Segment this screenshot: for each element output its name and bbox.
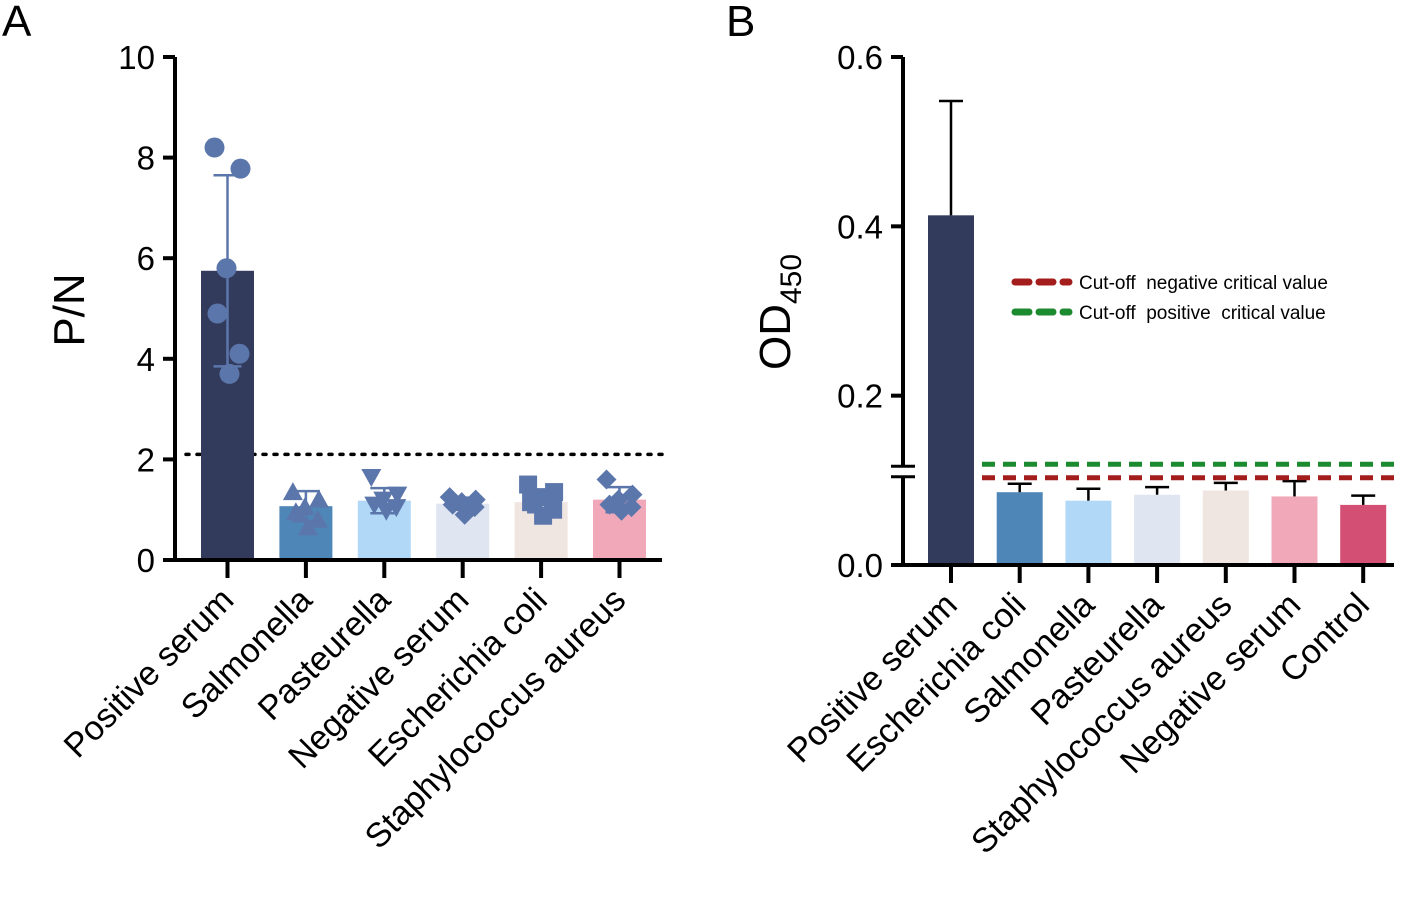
panel-a-point-pasteurella-5 (376, 502, 397, 521)
panel-b-x-axis (903, 563, 1394, 583)
panel-b-legend-label-1: Cut-off positive critical value (1079, 303, 1326, 324)
panel-a-point-positive-serum-4 (229, 343, 250, 364)
panel-a-y-axis-title: P/N (45, 273, 94, 346)
panel-b-bar-escherichia-coli (996, 492, 1043, 565)
panel-b-bar-control (1340, 504, 1387, 565)
panel-a-point-positive-serum-2 (216, 258, 237, 279)
panel-a-point-positive-serum-3 (207, 303, 228, 324)
panel-b-error-bars (939, 99, 1376, 505)
panel-a-y-tick-label-0: 0 (137, 542, 155, 579)
panel-b-label: B (726, 0, 755, 46)
panel-b-bar-salmonella (1065, 500, 1112, 565)
panel-b-y-ticks: 0.0 0.2 0.4 0.6 (837, 39, 903, 584)
panel-a-label: A (2, 0, 32, 46)
panel-b-y-axis-title-main: OD (751, 304, 800, 370)
panel-a-point-salmonella-1 (308, 489, 329, 508)
panel-b-y-axis-title-sub: 450 (775, 254, 808, 304)
panel-a-point-positive-serum-1 (230, 158, 251, 179)
panel-a-point-negative-serum-3 (442, 494, 463, 515)
panel-a-point-staphylococcus-aureus-0 (596, 469, 617, 490)
panel-b-legend: Cut-off negative critical value Cut-off p… (1011, 273, 1328, 324)
panel-a-point-positive-serum-0 (204, 137, 225, 158)
panel-a-point-escherichia-coli-1 (545, 483, 564, 502)
panel-b-y-tick-label-3: 0.6 (837, 39, 883, 76)
panel-a-point-pasteurella-1 (387, 486, 408, 505)
panel-a-y-tick-label-5: 10 (118, 39, 155, 76)
panel-b-y-tick-label-2: 0.4 (837, 208, 883, 245)
panel-a-point-pasteurella-3 (364, 496, 385, 515)
panel-b-y-tick-label-0: 0.0 (837, 547, 883, 584)
panel-a-point-salmonella-4 (307, 509, 328, 528)
panel-b-bar-staphylococcus-aureus (1202, 490, 1249, 565)
panel-a-y-tick-label-1: 2 (137, 441, 155, 478)
panel-b-y-axis-group (891, 57, 915, 565)
panel-a-point-salmonella-0 (282, 482, 303, 501)
panel-a-point-negative-serum-2 (451, 492, 472, 513)
panel-b-bar-negative-serum (1271, 496, 1318, 565)
panel-b: B OD450 0.0 0.2 0.4 0.6 Positive serumEsche… (726, 0, 1394, 861)
panel-a-x-axis (175, 558, 662, 578)
panel-b-bar-positive-serum (928, 215, 974, 565)
panel-a-y-tick-label-2: 4 (137, 341, 155, 378)
panel-a-point-pasteurella-2 (373, 491, 394, 510)
panel-a-point-escherichia-coli-3 (522, 493, 541, 512)
panel-b-cutoff-lines (982, 461, 1394, 481)
panel-a-y-ticks: 0 2 4 6 8 10 (118, 39, 175, 579)
panel-a-point-staphylococcus-aureus-5 (611, 500, 632, 521)
panel-b-bars (928, 215, 1387, 565)
panel-a: A P/N 0 2 4 6 8 10 Positive serumSalmonellaPa… (2, 0, 664, 857)
panel-a-point-salmonella-3 (285, 502, 306, 521)
panel-a-point-negative-serum-5 (454, 504, 475, 525)
panel-a-point-escherichia-coli-5 (534, 506, 553, 525)
panel-b-y-axis-title: OD450 (751, 254, 808, 370)
panel-a-y-tick-label-3: 6 (137, 240, 155, 277)
panel-a-bars (201, 270, 646, 560)
panel-a-point-pasteurella-0 (361, 469, 382, 488)
panel-a-error-bars (213, 173, 634, 523)
panel-b-bar-pasteurella (1134, 494, 1181, 565)
panel-a-points (204, 137, 643, 536)
panel-a-point-salmonella-5 (297, 517, 318, 536)
panel-a-point-positive-serum-5 (219, 363, 240, 384)
panel-b-y-tick-label-1: 0.2 (837, 378, 883, 415)
panel-a-y-tick-label-4: 8 (137, 140, 155, 177)
panel-a-category-labels: Positive serumSalmonellaPasteurellaNegat… (57, 581, 634, 857)
panel-b-legend-label-0: Cut-off negative critical value (1079, 273, 1328, 294)
